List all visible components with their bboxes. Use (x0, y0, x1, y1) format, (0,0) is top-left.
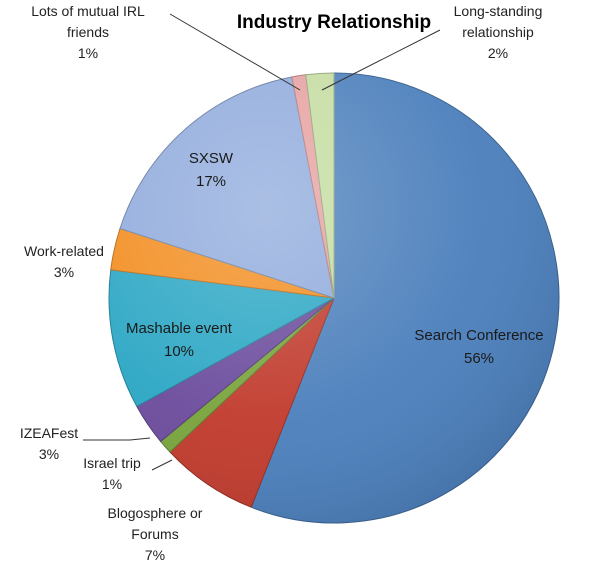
leader-lines (83, 13, 441, 471)
slice-label: Lots of mutual IRL friends 1% (31, 3, 145, 61)
leader-line (169, 13, 301, 91)
slice-label: Work-related 3% (24, 243, 104, 280)
slice-label: Israel trip 1% (83, 455, 141, 492)
slice-label: Search Conference 56% (414, 327, 543, 367)
slice-label: Blogosphere or Forums 7% (108, 505, 203, 563)
slice-label: Mashable event 10% (126, 320, 233, 360)
leader-line (321, 29, 441, 91)
slice-label: SXSW 17% (189, 150, 234, 190)
leader-line (151, 459, 173, 471)
slice-labels: Search Conference 56% Blogosphere or Forums… (20, 3, 544, 563)
leader-line (83, 437, 151, 441)
chart-title: Industry Relationship (237, 12, 431, 33)
slice-label: Long-standing relationship 2% (454, 3, 543, 61)
pie-slices (108, 72, 560, 524)
slice-label: IZEAFest 3% (20, 425, 78, 462)
